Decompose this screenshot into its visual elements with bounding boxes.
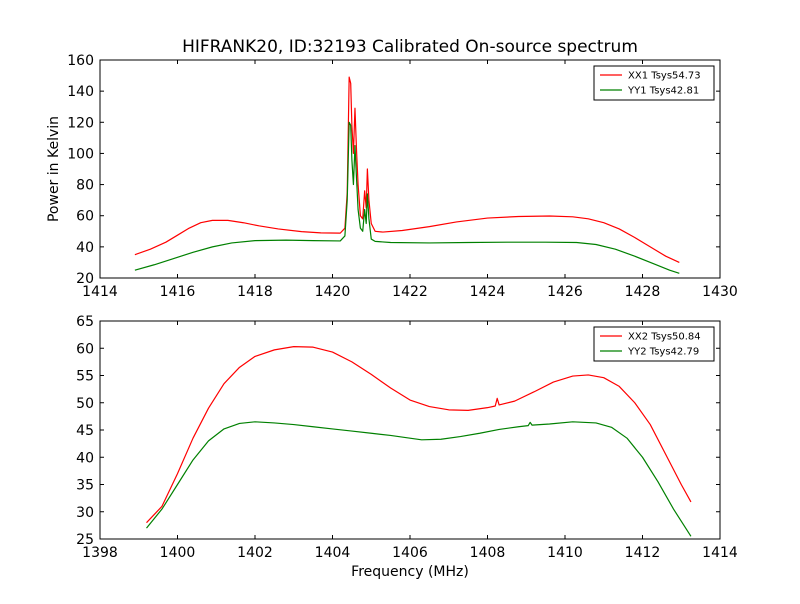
y-tick-label: 100 xyxy=(67,146,94,162)
x-tick-label: 1398 xyxy=(82,545,118,561)
chart-panel-2: 1398 1400 1402 1404 1406 1408 1410 1412 1414 25 30… xyxy=(76,314,738,580)
x-tick-label: 1402 xyxy=(237,545,273,561)
x-tick-label: 1408 xyxy=(470,545,506,561)
series-line-2-1 xyxy=(146,346,692,524)
y-tick-label: 60 xyxy=(76,209,94,225)
legend-box xyxy=(593,65,715,101)
x-tick-label: 1400 xyxy=(160,545,196,561)
legend: XX2 Tsys50.84 YY2 Tsys42.79 xyxy=(593,326,715,362)
y-tick-label: 80 xyxy=(76,178,94,194)
y-tick-label: 20 xyxy=(76,271,94,287)
y-tick-label: 140 xyxy=(67,84,94,100)
legend-label: YY2 Tsys42.79 xyxy=(627,347,699,358)
legend: XX1 Tsys54.73 YY1 Tsys42.81 xyxy=(593,65,715,101)
y-tick-label: 25 xyxy=(76,532,94,548)
x-tick-label: 1414 xyxy=(702,545,738,561)
x-tick-label: 1428 xyxy=(625,284,661,300)
legend-label: XX1 Tsys54.73 xyxy=(628,71,701,82)
x-tick-label: 1426 xyxy=(547,284,583,300)
series-line-1-1 xyxy=(134,76,680,263)
y-tick-label: 50 xyxy=(76,396,94,412)
x-tick-label: 1414 xyxy=(82,284,118,300)
y-tick-label: 30 xyxy=(76,505,94,521)
x-tick-label: 1430 xyxy=(702,284,738,300)
y-tick-label: 40 xyxy=(76,240,94,256)
series-line-2-2 xyxy=(146,421,692,537)
y-tick-label: 60 xyxy=(76,341,94,357)
y-tick-label: 40 xyxy=(76,450,94,466)
y-tick-label: 65 xyxy=(76,314,94,330)
y-tick-label: 35 xyxy=(76,478,94,494)
x-tick-label: 1406 xyxy=(392,545,428,561)
legend-box xyxy=(593,326,715,362)
x-tick-label: 1418 xyxy=(237,284,273,300)
x-tick-label: 1420 xyxy=(315,284,351,300)
y-tick-label: 160 xyxy=(67,53,94,69)
chart-panel-1: 1414 1416 1418 1420 1422 1424 1426 1428 1430 20 40… xyxy=(46,53,738,300)
x-axis-label: Frequency (MHz) xyxy=(351,564,469,580)
x-tick-label: 1416 xyxy=(160,284,196,300)
y-tick-label: 45 xyxy=(76,423,94,439)
y-tick-label: 120 xyxy=(67,115,94,131)
x-tick-label: 1412 xyxy=(625,545,661,561)
chart-title: HIFRANK20, ID:32193 Calibrated On-source… xyxy=(182,37,638,57)
x-tick-label: 1424 xyxy=(470,284,506,300)
legend-label: YY1 Tsys42.81 xyxy=(627,86,699,97)
x-tick-label: 1422 xyxy=(392,284,428,300)
y-tick-label: 55 xyxy=(76,369,94,385)
legend-label: XX2 Tsys50.84 xyxy=(628,332,701,343)
y-axis-label: Power in Kelvin xyxy=(46,116,62,222)
series-line-1-2 xyxy=(134,121,680,274)
x-tick-label: 1410 xyxy=(547,545,583,561)
x-tick-label: 1404 xyxy=(315,545,351,561)
